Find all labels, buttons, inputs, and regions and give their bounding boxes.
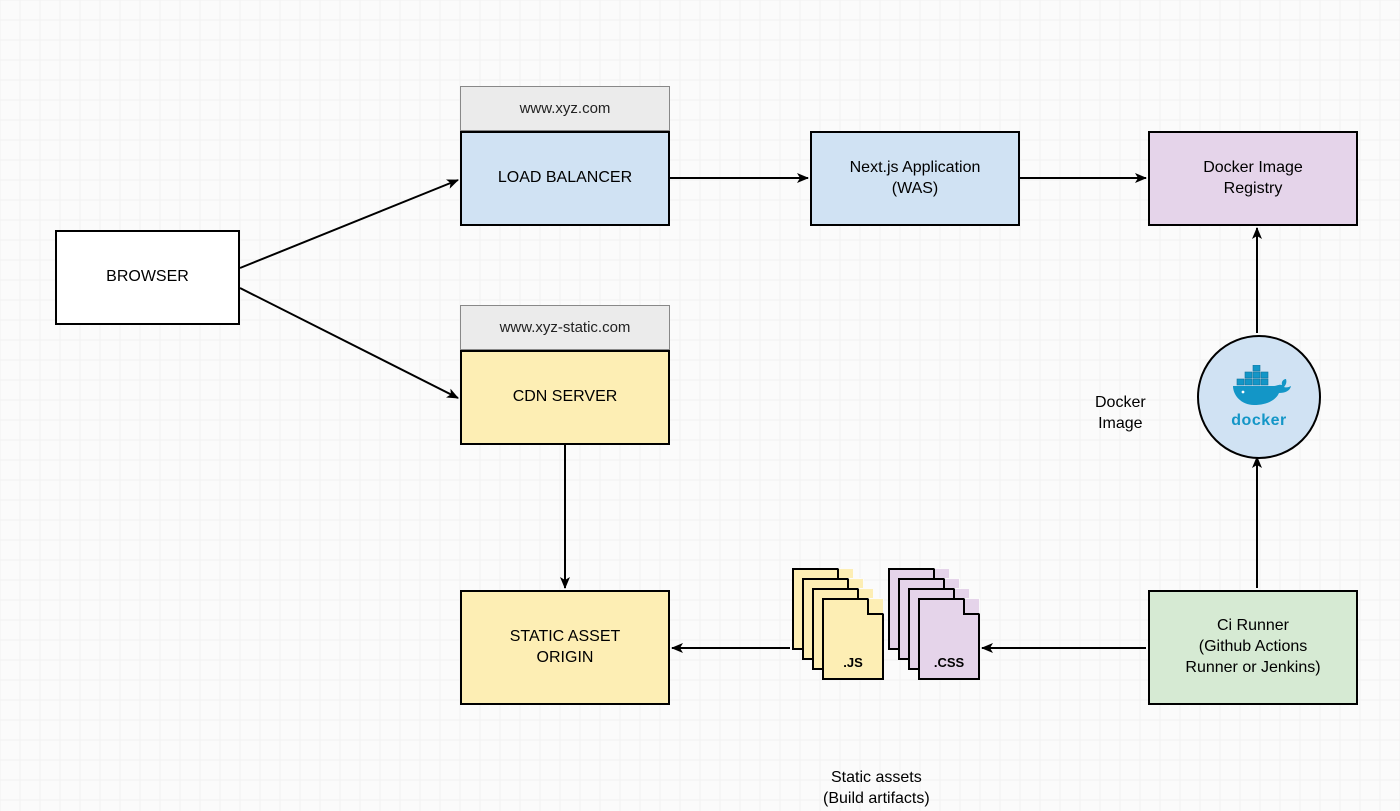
docker-whale-icon (1227, 365, 1291, 410)
file-css-sheet: .CSS (918, 598, 980, 680)
node-load-balancer-label: LOAD BALANCER (498, 168, 632, 189)
node-origin-label: STATIC ASSET ORIGIN (510, 627, 621, 669)
node-load-balancer-header: www.xyz.com (460, 86, 670, 131)
node-load-balancer-url: www.xyz.com (520, 100, 611, 117)
edge-browser_right-to-lb_left (240, 180, 458, 268)
label-static-assets: Static assets (Build artifacts) (823, 747, 930, 809)
edge-browser_right-to-cdn_left (240, 288, 458, 398)
file-js-sheet: .JS (822, 598, 884, 680)
node-cdn-server: CDN SERVER (460, 350, 670, 445)
node-browser: BROWSER (55, 230, 240, 325)
label-static-assets-text: Static assets (Build artifacts) (823, 769, 930, 807)
node-docker-registry: Docker Image Registry (1148, 131, 1358, 226)
node-browser-label: BROWSER (106, 267, 189, 288)
file-js-ext-label: .JS (824, 655, 882, 670)
node-registry-label: Docker Image Registry (1203, 158, 1303, 200)
node-ci-runner: Ci Runner (Github Actions Runner or Jenk… (1148, 590, 1358, 705)
node-ci-label: Ci Runner (Github Actions Runner or Jenk… (1185, 616, 1320, 678)
node-nextjs-app: Next.js Application (WAS) (810, 131, 1020, 226)
node-nextjs-label: Next.js Application (WAS) (850, 158, 981, 200)
node-cdn-label: CDN SERVER (513, 387, 618, 408)
node-cdn-header: www.xyz-static.com (460, 305, 670, 350)
label-docker-image-text: Docker Image (1095, 394, 1146, 432)
docker-wordmark: docker (1231, 412, 1286, 430)
node-load-balancer: LOAD BALANCER (460, 131, 670, 226)
file-css-ext-label: .CSS (920, 655, 978, 670)
label-docker-image: Docker Image (1095, 372, 1146, 434)
node-docker-image: docker (1197, 335, 1321, 459)
diagram-canvas: BROWSER www.xyz.com LOAD BALANCER www.xy… (0, 0, 1400, 811)
node-static-asset-origin: STATIC ASSET ORIGIN (460, 590, 670, 705)
node-cdn-url: www.xyz-static.com (500, 319, 631, 336)
